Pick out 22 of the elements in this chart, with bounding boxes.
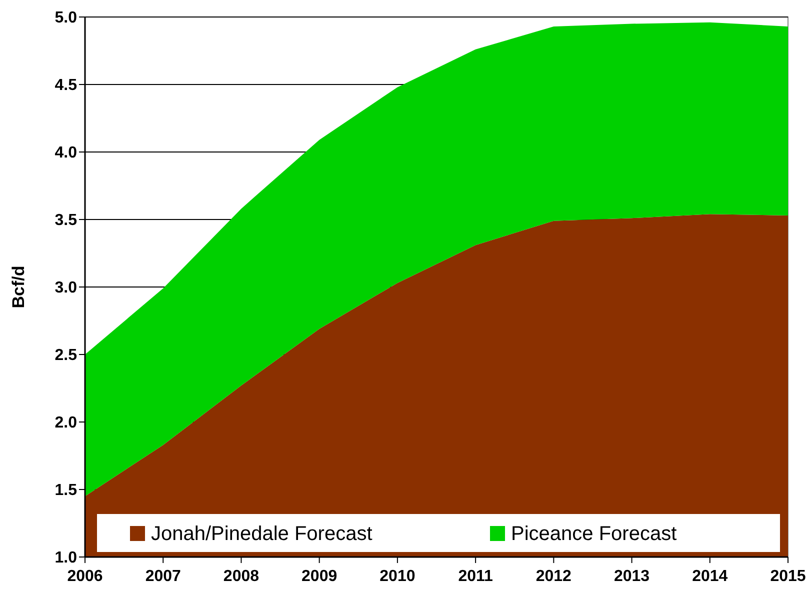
x-tick-label: 2010 <box>380 568 416 585</box>
x-tick-label: 2008 <box>223 568 260 585</box>
x-tick-label: 2012 <box>536 568 572 585</box>
legend-label: Jonah/Pinedale Forecast <box>151 523 373 545</box>
x-tick-label: 2011 <box>458 568 494 585</box>
y-tick-label: 3.5 <box>54 212 78 230</box>
x-tick-label: 2007 <box>145 568 182 585</box>
y-tick-label: 2.5 <box>54 347 78 364</box>
y-tick-label: 2.0 <box>54 414 78 432</box>
x-tick-label: 2015 <box>770 568 806 585</box>
x-tick-label: 2009 <box>302 568 338 585</box>
y-tick-label: 3.0 <box>54 280 78 297</box>
legend-label: Piceance Forecast <box>511 523 678 545</box>
y-axis-title: Bcf/d <box>9 266 28 308</box>
x-tick-label: 2014 <box>692 568 728 585</box>
y-tick-label: 5.0 <box>54 10 78 27</box>
y-tick-label: 4.5 <box>54 77 78 94</box>
x-tick-label: 2013 <box>614 568 650 585</box>
x-tick-label: 2006 <box>67 568 103 585</box>
y-tick-label: 1.5 <box>54 482 78 500</box>
y-tick-label: 1.0 <box>54 550 78 567</box>
y-tick-label: 4.0 <box>54 144 78 162</box>
